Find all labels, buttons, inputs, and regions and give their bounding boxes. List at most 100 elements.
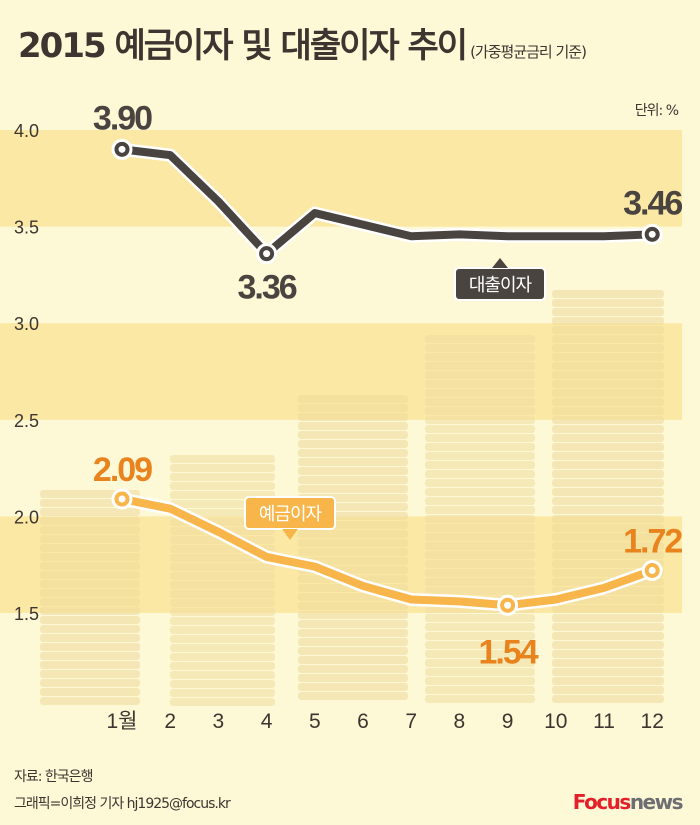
coin-stack-decoration bbox=[298, 557, 408, 565]
coin-stack-decoration bbox=[552, 380, 664, 388]
coin-stack-decoration bbox=[298, 611, 408, 619]
data-label: 3.90 bbox=[93, 99, 152, 137]
coin-stack-decoration bbox=[425, 650, 535, 658]
data-point-marker-center bbox=[504, 601, 512, 609]
coin-stack-decoration bbox=[425, 677, 535, 685]
data-point-marker-center bbox=[263, 250, 271, 258]
coin-stack-decoration bbox=[425, 353, 535, 361]
y-tick-label: 3.0 bbox=[14, 314, 39, 334]
coin-stack-decoration bbox=[170, 455, 275, 463]
coin-stack-decoration bbox=[170, 599, 275, 607]
coin-stack-decoration bbox=[170, 671, 275, 679]
coin-stack-decoration bbox=[552, 461, 664, 469]
footer: 자료: 한국은행 그래픽=이희정 기자 hj1925@focus.kr bbox=[14, 764, 231, 818]
x-tick-label: 7 bbox=[405, 710, 417, 733]
coin-stack-decoration bbox=[298, 539, 408, 547]
coin-stack-decoration bbox=[552, 299, 664, 307]
coin-stack-decoration bbox=[425, 398, 535, 406]
logo-part1: Focus bbox=[572, 790, 632, 814]
coin-stack-decoration bbox=[40, 679, 140, 687]
coin-stack-decoration bbox=[170, 554, 275, 562]
coin-stack-decoration bbox=[425, 632, 535, 640]
coin-stack-decoration bbox=[425, 362, 535, 370]
coin-stack-decoration bbox=[298, 413, 408, 421]
y-tick-label: 1.5 bbox=[14, 604, 39, 624]
coin-stack-decoration bbox=[170, 572, 275, 580]
chart-title: 2015 예금이자 및 대출이자 추이 (가중평균금리 기준) bbox=[18, 18, 587, 67]
coin-stack-decoration bbox=[40, 652, 140, 660]
coin-stack-decoration bbox=[425, 668, 535, 676]
coin-stack-decoration bbox=[298, 440, 408, 448]
x-tick-label: 11 bbox=[593, 710, 615, 733]
coin-stack-decoration bbox=[552, 632, 664, 640]
coin-stack-decoration bbox=[170, 473, 275, 481]
coin-stack-decoration bbox=[298, 476, 408, 484]
unit-label: 단위: % bbox=[634, 103, 679, 119]
coin-stack-decoration bbox=[170, 689, 275, 697]
coin-stack-decoration bbox=[425, 434, 535, 442]
coin-stack-decoration bbox=[552, 407, 664, 415]
x-tick-label: 4 bbox=[261, 710, 273, 733]
coin-stack-decoration bbox=[552, 371, 664, 379]
coin-stack-decoration bbox=[40, 562, 140, 570]
coin-stack-decoration bbox=[425, 452, 535, 460]
y-tick-label: 3.5 bbox=[14, 218, 39, 238]
coin-stack-decoration bbox=[425, 425, 535, 433]
data-label: 2.09 bbox=[93, 451, 152, 489]
coin-stack-decoration bbox=[40, 634, 140, 642]
y-tick-label: 2.5 bbox=[14, 411, 39, 431]
coin-stack-decoration bbox=[298, 674, 408, 682]
coin-stack-decoration bbox=[298, 422, 408, 430]
title-text: 2015 예금이자 및 대출이자 추이 bbox=[18, 26, 468, 66]
coin-stack-decoration bbox=[552, 488, 664, 496]
coin-stack-decoration bbox=[298, 458, 408, 466]
coin-stack-decoration bbox=[552, 479, 664, 487]
coin-stack-decoration bbox=[170, 563, 275, 571]
coin-stack-decoration bbox=[425, 695, 535, 703]
series-line-deposit bbox=[121, 495, 654, 610]
coin-stack-decoration bbox=[298, 665, 408, 673]
coin-stack-decoration bbox=[552, 668, 664, 676]
coin-stack-decoration bbox=[552, 416, 664, 424]
coin-stack-decoration bbox=[425, 443, 535, 451]
logo-part2: news bbox=[629, 790, 684, 814]
coin-stack-decoration bbox=[552, 560, 664, 568]
coin-stack-decoration bbox=[170, 698, 275, 706]
coin-stack-decoration bbox=[425, 659, 535, 667]
data-point-marker-center bbox=[648, 230, 656, 238]
x-tick-label: 12 bbox=[641, 710, 664, 733]
coin-stack-decoration bbox=[425, 614, 535, 622]
coin-stack-decoration bbox=[425, 335, 535, 343]
coin-stack-decoration bbox=[425, 551, 535, 559]
coin-stack-decoration bbox=[552, 326, 664, 334]
coin-stack-decoration bbox=[298, 602, 408, 610]
coin-stack-decoration bbox=[170, 590, 275, 598]
coin-stack-decoration bbox=[552, 362, 664, 370]
x-tick-label: 3 bbox=[213, 710, 225, 733]
coin-stack-decoration bbox=[552, 533, 664, 541]
coin-stack-decoration bbox=[298, 629, 408, 637]
coin-stack-decoration bbox=[552, 650, 664, 658]
coin-stack-decoration bbox=[552, 497, 664, 505]
coin-stack-decoration bbox=[552, 398, 664, 406]
coin-stack-decoration bbox=[40, 643, 140, 651]
callout-pointer bbox=[282, 529, 298, 540]
coin-stack-decoration bbox=[425, 506, 535, 514]
coin-stack-decoration bbox=[425, 587, 535, 595]
coin-stack-decoration bbox=[425, 515, 535, 523]
coin-stack-decoration bbox=[298, 395, 408, 403]
coin-stack-decoration bbox=[170, 626, 275, 634]
coin-stack-decoration bbox=[170, 617, 275, 625]
coin-stack-decoration bbox=[425, 641, 535, 649]
x-tick-label: 5 bbox=[309, 710, 321, 733]
coin-stack-decoration bbox=[40, 670, 140, 678]
coin-stack-decoration bbox=[298, 620, 408, 628]
coin-stack-decoration bbox=[552, 659, 664, 667]
x-tick-label: 8 bbox=[454, 710, 466, 733]
coin-stack-decoration bbox=[425, 533, 535, 541]
x-tick-label: 1월 bbox=[107, 710, 138, 733]
coin-stack-decoration bbox=[552, 344, 664, 352]
coin-stack-decoration bbox=[170, 482, 275, 490]
coin-stack-decoration bbox=[170, 581, 275, 589]
x-tick-label: 9 bbox=[502, 710, 514, 733]
